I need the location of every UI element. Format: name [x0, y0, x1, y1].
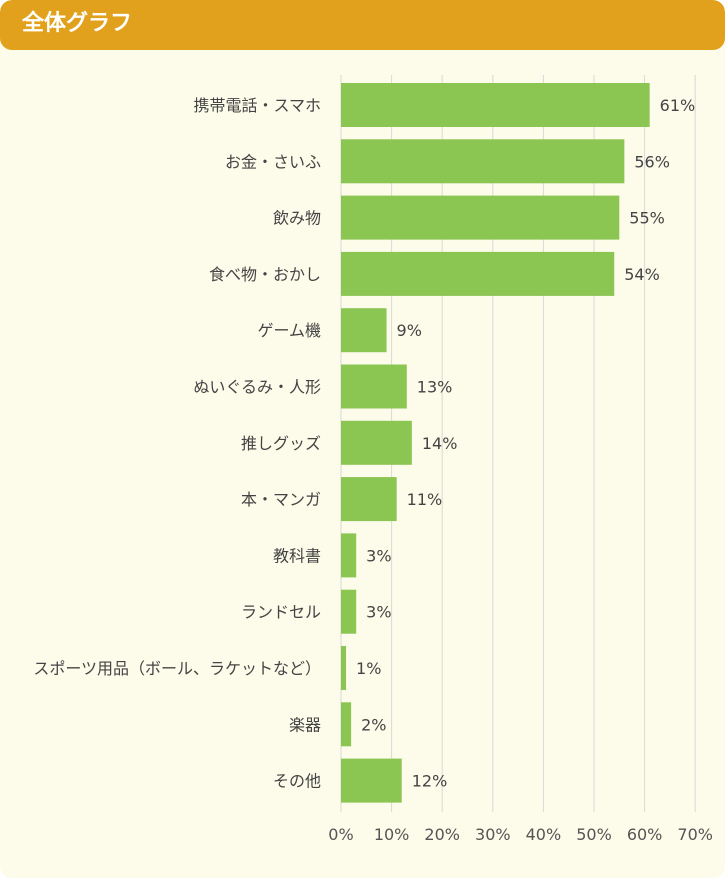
- category-label: ランドセル: [241, 603, 321, 622]
- value-label: 3%: [366, 546, 391, 565]
- x-tick-label: 0%: [328, 825, 353, 844]
- value-label: 54%: [624, 265, 660, 284]
- x-tick-label: 70%: [677, 825, 713, 844]
- x-tick-label: 50%: [576, 825, 612, 844]
- category-label: 食べ物・おかし: [209, 265, 321, 284]
- x-tick-label: 10%: [374, 825, 410, 844]
- category-label: 楽器: [289, 715, 321, 734]
- bar: [341, 758, 402, 803]
- value-label: 12%: [412, 772, 448, 791]
- bar: [341, 83, 650, 127]
- chart-title: 全体グラフ: [22, 11, 133, 36]
- value-label: 56%: [634, 152, 670, 171]
- value-label: 9%: [397, 321, 422, 340]
- bar: [341, 702, 352, 747]
- bar: [341, 251, 615, 296]
- bar: [341, 533, 357, 578]
- category-label: 教科書: [273, 546, 321, 565]
- value-label: 3%: [366, 603, 391, 622]
- bar: [341, 589, 357, 634]
- bar: [341, 420, 412, 465]
- bar: [341, 308, 387, 353]
- bar: [341, 195, 620, 240]
- category-label: お金・さいふ: [225, 152, 321, 171]
- category-label: 推しグッズ: [241, 434, 321, 453]
- category-label: ゲーム機: [257, 321, 321, 340]
- bar: [341, 477, 397, 522]
- x-tick-label: 40%: [526, 825, 562, 844]
- value-label: 1%: [356, 659, 381, 678]
- x-tick-label: 60%: [627, 825, 663, 844]
- x-tick-label: 20%: [424, 825, 460, 844]
- category-label: 携帯電話・スマホ: [193, 96, 321, 115]
- value-label: 2%: [361, 715, 386, 734]
- bar: [341, 139, 625, 184]
- value-label: 13%: [417, 378, 453, 397]
- value-label: 55%: [629, 209, 665, 228]
- value-label: 11%: [407, 490, 443, 509]
- category-label: 本・マンガ: [241, 490, 321, 509]
- bar: [341, 364, 407, 409]
- value-label: 61%: [660, 96, 696, 115]
- value-label: 14%: [422, 434, 458, 453]
- category-label: 飲み物: [273, 209, 321, 228]
- chart-header: 全体グラフ: [0, 0, 725, 50]
- category-label: ぬいぐるみ・人形: [193, 378, 321, 397]
- bar: [341, 646, 347, 690]
- category-label: その他: [273, 772, 321, 791]
- category-label: スポーツ用品（ボール、ラケットなど）: [33, 659, 321, 678]
- x-tick-label: 30%: [475, 825, 511, 844]
